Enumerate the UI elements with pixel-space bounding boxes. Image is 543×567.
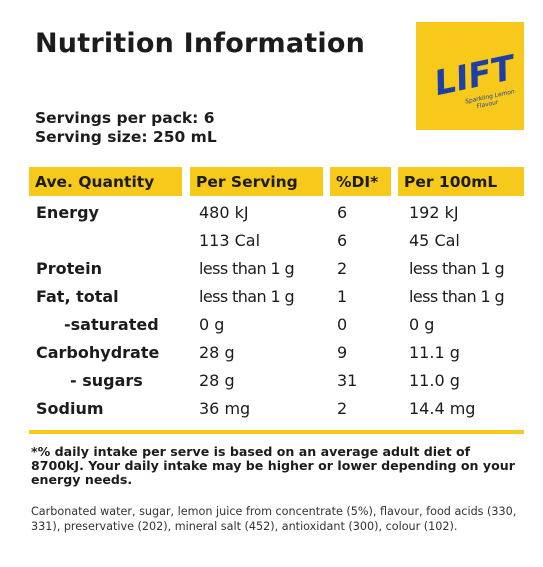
per-serving-value: 28 g bbox=[199, 343, 235, 362]
row-sugars: - sugars 28 g 31 11.0 g bbox=[0, 371, 543, 399]
row-energy-cal: 113 Cal 6 45 Cal bbox=[0, 231, 543, 259]
per-100ml-value: less than 1 g bbox=[409, 287, 505, 306]
per-serving-value: 28 g bbox=[199, 371, 235, 390]
row-protein: Protein less than 1 g 2 less than 1 g bbox=[0, 259, 543, 287]
row-fat-total: Fat, total less than 1 g 1 less than 1 g bbox=[0, 287, 543, 315]
ingredients-list: Carbonated water, sugar, lemon juice fro… bbox=[31, 505, 517, 534]
header-per-100ml: Per 100mL bbox=[398, 167, 524, 196]
di-value: 2 bbox=[337, 259, 348, 278]
servings-per-pack: Servings per pack: 6 bbox=[35, 109, 215, 127]
di-value: 1 bbox=[337, 287, 348, 306]
di-value: 6 bbox=[337, 203, 348, 222]
table-bottom-divider bbox=[29, 430, 524, 434]
per-100ml-value: 192 kJ bbox=[409, 203, 459, 222]
di-value: 6 bbox=[337, 231, 348, 250]
per-serving-value: less than 1 g bbox=[199, 287, 295, 306]
row-label: - sugars bbox=[70, 371, 143, 390]
per-100ml-value: less than 1 g bbox=[409, 259, 505, 278]
row-energy-kj: Energy 480 kJ 6 192 kJ bbox=[0, 203, 543, 231]
row-sodium: Sodium 36 mg 2 14.4 mg bbox=[0, 399, 543, 427]
header-ave-quantity: Ave. Quantity bbox=[29, 167, 182, 196]
di-value: 2 bbox=[337, 399, 348, 418]
daily-intake-footnote: *% daily intake per serve is based on an… bbox=[31, 444, 515, 488]
per-100ml-value: 11.1 g bbox=[409, 343, 460, 362]
per-100ml-value: 45 Cal bbox=[409, 231, 460, 250]
serving-size: Serving size: 250 mL bbox=[35, 128, 217, 146]
row-label: Energy bbox=[36, 203, 99, 222]
row-label: Protein bbox=[36, 259, 102, 278]
lift-logo: LIFT Sparkling Lemon Flavour bbox=[416, 22, 524, 130]
header-per-serving: Per Serving bbox=[190, 167, 323, 196]
di-value: 0 bbox=[337, 315, 348, 334]
di-value: 31 bbox=[337, 371, 358, 390]
row-saturated: -saturated 0 g 0 0 g bbox=[0, 315, 543, 343]
per-serving-value: 36 mg bbox=[199, 399, 251, 418]
row-label: Carbohydrate bbox=[36, 343, 160, 362]
row-label: Sodium bbox=[36, 399, 104, 418]
row-carbohydrate: Carbohydrate 28 g 9 11.1 g bbox=[0, 343, 543, 371]
per-serving-value: 113 Cal bbox=[199, 231, 261, 250]
per-serving-value: less than 1 g bbox=[199, 259, 295, 278]
per-serving-value: 480 kJ bbox=[199, 203, 249, 222]
row-label: Fat, total bbox=[36, 287, 119, 306]
per-100ml-value: 0 g bbox=[409, 315, 435, 334]
per-serving-value: 0 g bbox=[199, 315, 225, 334]
di-value: 9 bbox=[337, 343, 348, 362]
per-100ml-value: 14.4 mg bbox=[409, 399, 476, 418]
row-label: -saturated bbox=[64, 315, 159, 334]
logo-tagline-2: Flavour bbox=[476, 99, 500, 111]
per-100ml-value: 11.0 g bbox=[409, 371, 460, 390]
page-title: Nutrition Information bbox=[35, 28, 365, 59]
header-percent-di: %DI* bbox=[330, 167, 391, 196]
